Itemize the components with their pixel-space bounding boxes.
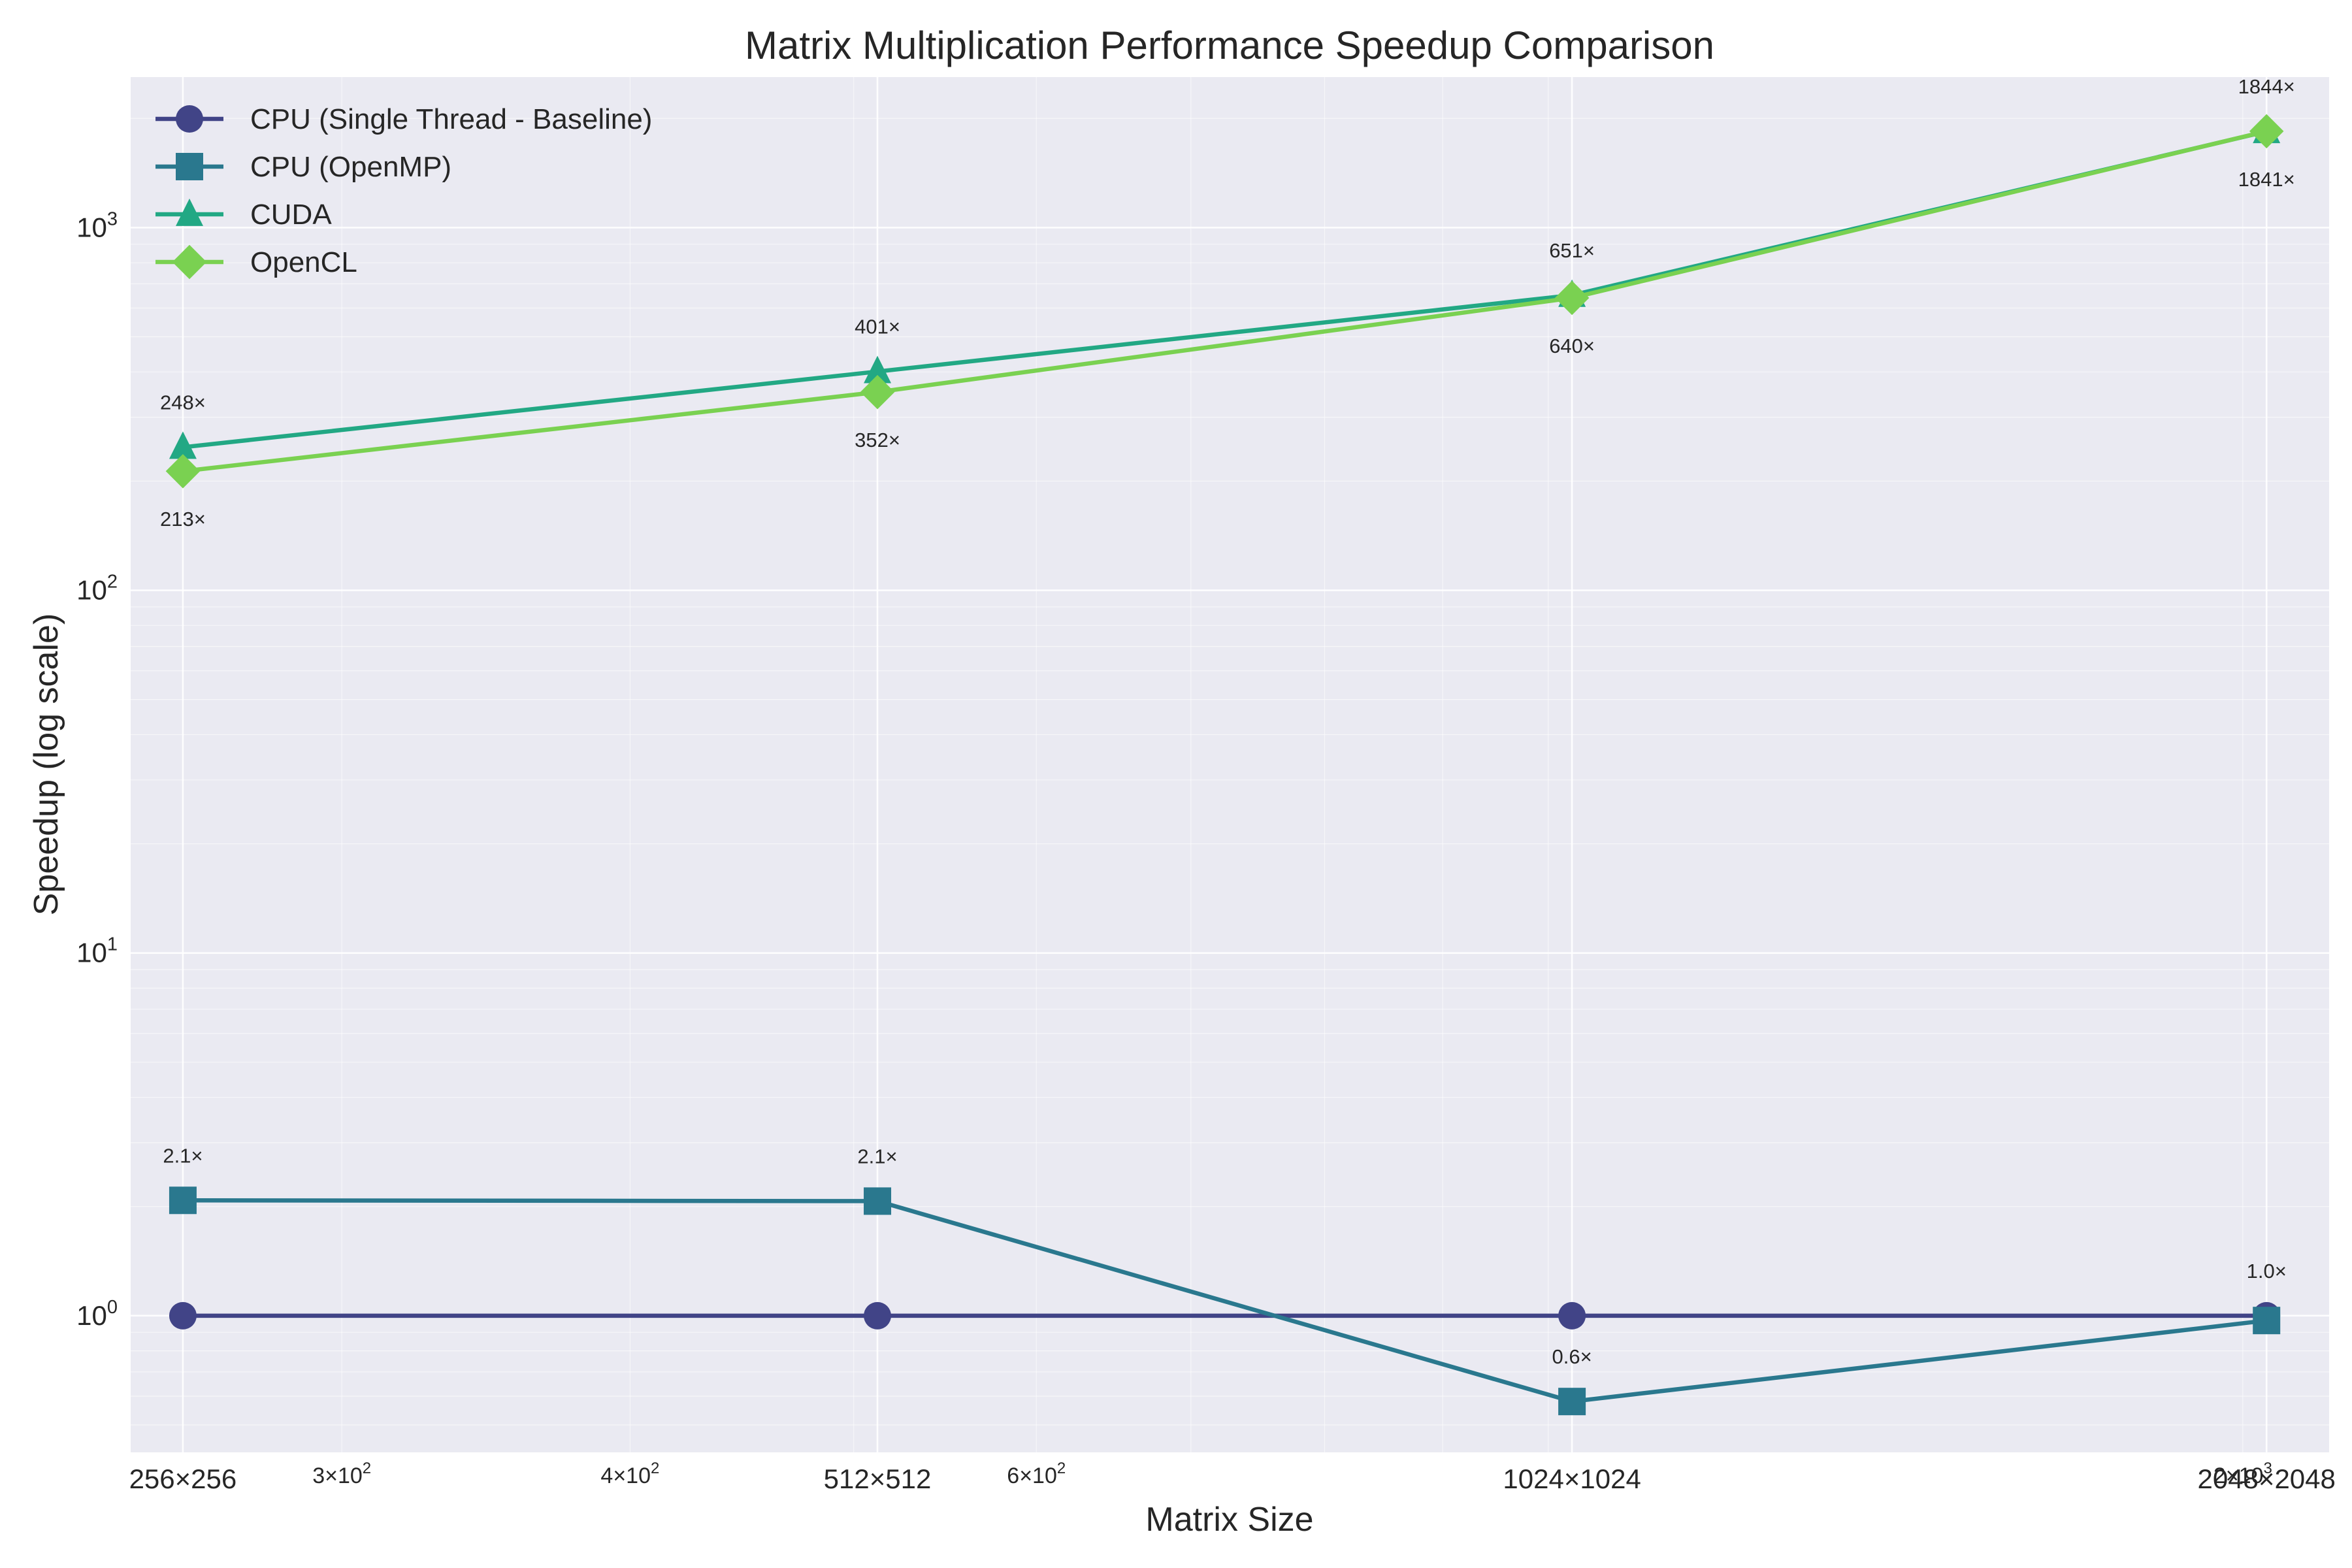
square-marker <box>2253 1307 2281 1335</box>
y-axis-label: Speedup (log scale) <box>27 613 65 916</box>
data-label: 352× <box>855 429 900 451</box>
triangle-marker <box>864 355 892 384</box>
y-tick-label: 102 <box>76 572 118 606</box>
legend-label: CUDA <box>250 199 332 231</box>
x-tick-label: 2048×2048 <box>2197 1463 2335 1494</box>
legend-item: OpenCL <box>155 244 357 280</box>
legend-item: CPU (OpenMP) <box>155 151 451 183</box>
series-opencl <box>165 114 2284 489</box>
legend-label: CPU (OpenMP) <box>250 151 451 183</box>
x-axis-label: Matrix Size <box>1145 1501 1313 1539</box>
data-label: 401× <box>855 316 900 338</box>
y-tick-label: 101 <box>76 934 118 968</box>
data-labels: 1.0× 2.1× 2.1× 0.6× 248× 401× 651× 1841× 213× 352… <box>160 75 2295 1368</box>
series-layer <box>165 114 2284 1416</box>
x-tick-label: 1024×1024 <box>1503 1463 1641 1494</box>
diamond-marker <box>860 374 895 410</box>
legend: CPU (Single Thread - Baseline) CPU (OpenM… <box>155 103 652 280</box>
x-minor-tick-label: 2×103 <box>2213 1460 2272 1488</box>
square-marker <box>169 1186 197 1215</box>
x-tick-label: 512×512 <box>824 1463 932 1494</box>
x-minor-tick-label: 6×102 <box>1007 1460 1066 1488</box>
legend-label: OpenCL <box>250 246 357 278</box>
data-label: 0.6× <box>1552 1345 1592 1368</box>
data-label: 1.0× <box>2247 1260 2287 1282</box>
data-label: 1844× <box>2238 75 2295 98</box>
tick-labels: 100 101 102 103 256×256 512×512 1024×1024 2048×… <box>76 208 2336 1494</box>
diamond-marker <box>2249 114 2284 149</box>
x-minor-tick-label: 4×102 <box>600 1460 659 1488</box>
y-tick-label: 100 <box>76 1297 118 1331</box>
legend-label: CPU (Single Thread - Baseline) <box>250 103 652 135</box>
data-label: 1841× <box>2238 168 2295 191</box>
data-label: 248× <box>160 391 206 414</box>
data-label: 2.1× <box>857 1145 897 1168</box>
chart-title: Matrix Multiplication Performance Speedu… <box>745 24 1714 67</box>
series-line <box>182 1198 2267 1404</box>
plot-background <box>131 77 2329 1452</box>
legend-item: CPU (Single Thread - Baseline) <box>155 103 652 135</box>
y-tick-label: 103 <box>76 208 118 242</box>
diamond-marker <box>172 244 207 280</box>
diamond-marker <box>165 453 201 489</box>
data-label: 640× <box>1549 335 1595 357</box>
data-label: 213× <box>160 508 206 531</box>
data-label: 651× <box>1549 239 1595 262</box>
square-marker <box>864 1187 892 1215</box>
square-marker <box>1558 1388 1586 1416</box>
x-tick-label: 256×256 <box>129 1463 237 1494</box>
series-line <box>182 129 2267 474</box>
triangle-marker <box>169 431 197 459</box>
series-cpu-openmp- <box>169 1186 2281 1416</box>
circle-marker <box>1558 1301 1586 1330</box>
diamond-marker <box>1554 280 1590 316</box>
data-label: 2.1× <box>163 1144 203 1167</box>
square-marker <box>176 153 203 180</box>
circle-marker <box>864 1301 892 1330</box>
circle-marker <box>169 1301 197 1330</box>
x-minor-tick-label: 3×102 <box>312 1460 371 1488</box>
triangle-marker <box>176 198 203 226</box>
circle-marker <box>176 105 203 133</box>
legend-item: CUDA <box>155 198 332 231</box>
